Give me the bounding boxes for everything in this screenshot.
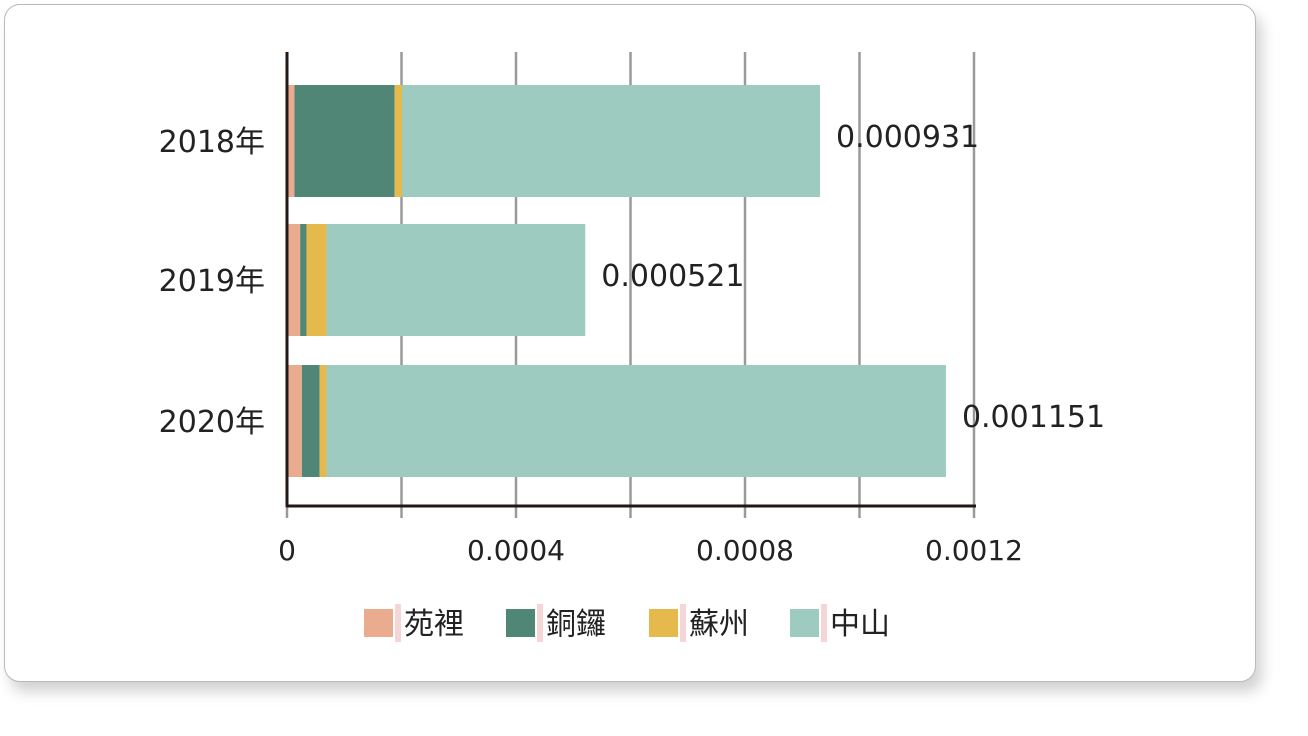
bar-segment — [301, 365, 320, 477]
legend: 苑裡 銅鑼 蘇州 中山 — [364, 604, 890, 642]
bar-segment — [402, 85, 820, 197]
total-label: 0.000521 — [601, 259, 744, 294]
labels: 0 0.0004 0.0008 0.0012 2018年 0.000931 2019年 0.0… — [159, 120, 1105, 567]
legend-swatch — [364, 609, 393, 637]
legend-marker — [821, 604, 827, 642]
legend-swatch — [649, 609, 678, 637]
x-tick-label: 0.0004 — [467, 534, 565, 567]
bar-segment — [326, 365, 946, 477]
bar-segment — [287, 85, 295, 197]
legend-label: 蘇州 — [689, 607, 749, 642]
bar-segment — [300, 224, 307, 336]
category-label: 2020年 — [159, 405, 265, 440]
legend-marker — [395, 604, 401, 642]
legend-swatch — [506, 609, 535, 637]
bar-segment — [287, 224, 301, 336]
legend-label: 苑裡 — [404, 607, 464, 642]
bars — [287, 85, 946, 477]
total-label: 0.000931 — [836, 120, 979, 155]
bar-segment — [294, 85, 395, 197]
legend-marker — [537, 604, 543, 642]
x-tick-label: 0 — [278, 534, 296, 567]
legend-label: 銅鑼 — [546, 607, 606, 642]
x-tick-label: 0.0012 — [925, 534, 1023, 567]
bar-segment — [326, 224, 586, 336]
x-tick-label: 0.0008 — [696, 534, 794, 567]
legend-label: 中山 — [830, 607, 890, 642]
legend-marker — [680, 604, 686, 642]
bar-segment — [394, 85, 403, 197]
total-label: 0.001151 — [962, 400, 1105, 435]
axes — [285, 52, 976, 508]
legend-swatch — [790, 609, 819, 637]
bar-segment — [287, 365, 302, 477]
bar-segment — [306, 224, 327, 336]
category-label: 2018年 — [159, 125, 265, 160]
category-label: 2019年 — [159, 264, 265, 299]
bar-segment — [319, 365, 327, 477]
